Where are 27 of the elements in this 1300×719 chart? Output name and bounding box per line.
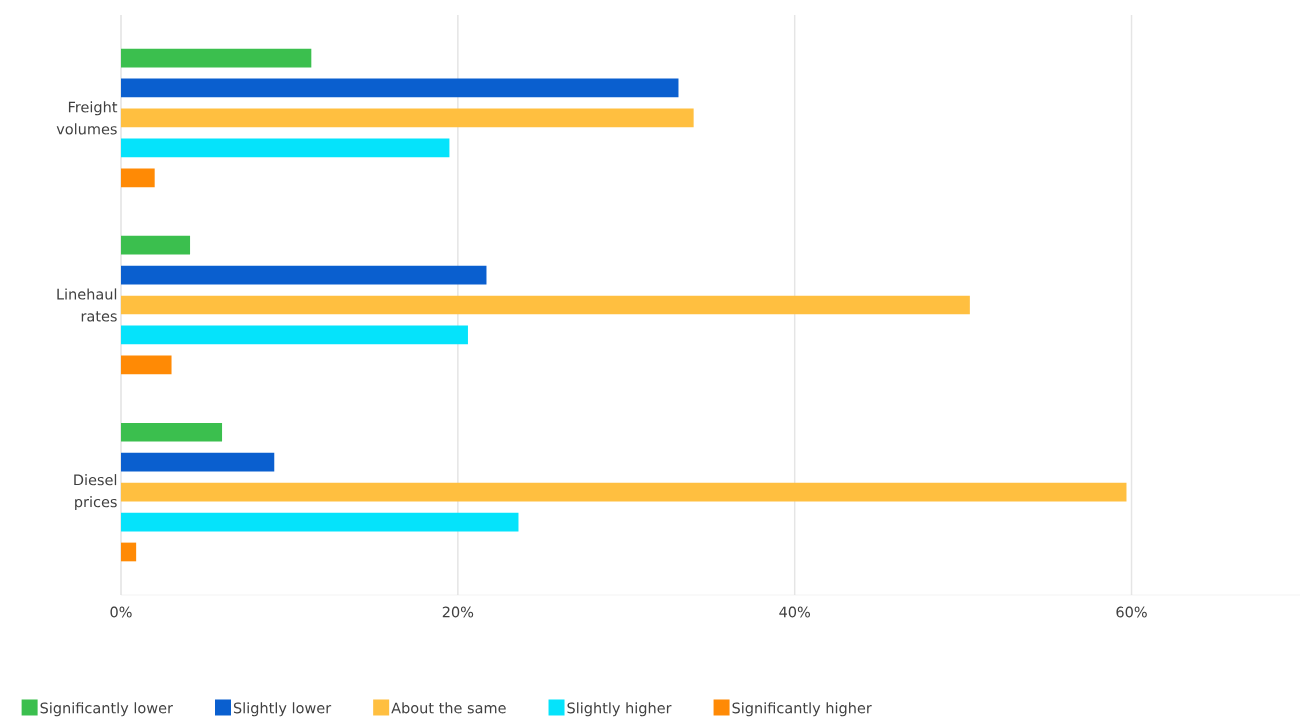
- legend-label: About the same: [391, 702, 506, 714]
- bar: [121, 325, 468, 345]
- bar: [121, 542, 137, 562]
- bar: [121, 235, 191, 255]
- x-tick-label: 40%: [779, 606, 810, 618]
- bar: [121, 78, 679, 98]
- bar: [121, 452, 275, 472]
- legend-label: Slightly lower: [233, 702, 332, 717]
- bar: [121, 295, 970, 315]
- bar: [121, 108, 694, 128]
- bar: [121, 168, 155, 188]
- bar: [121, 355, 172, 375]
- x-tick-label: 0%: [110, 606, 132, 618]
- y-tick-label: Diesel prices: [74, 474, 117, 511]
- x-tick-label: 20%: [442, 606, 474, 618]
- bar: [121, 265, 487, 285]
- legend-label: Significantly lower: [40, 702, 174, 717]
- bar: [121, 422, 223, 442]
- bar: [121, 138, 450, 158]
- x-tick-label: 60%: [1116, 606, 1147, 618]
- bar: [121, 512, 519, 532]
- legend-label: Slightly higher: [567, 702, 672, 717]
- bar: [121, 48, 312, 68]
- y-tick-label: Freight volumes: [56, 101, 118, 135]
- bar: [121, 482, 1127, 502]
- legend-label: Significantly higher: [732, 702, 872, 717]
- y-tick-label: Linehaul rates: [57, 288, 117, 322]
